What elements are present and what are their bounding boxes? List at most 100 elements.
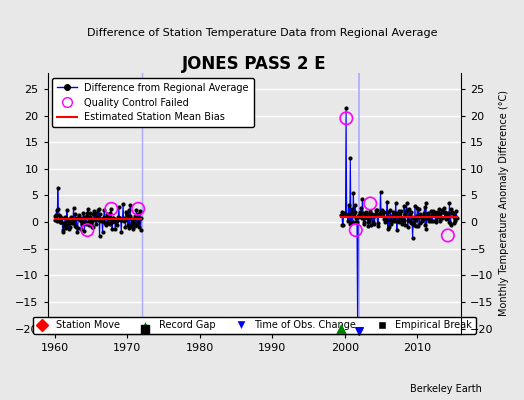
Point <box>387 213 395 220</box>
Point <box>116 217 125 223</box>
Point <box>119 218 128 224</box>
Point <box>383 199 391 205</box>
Point <box>112 219 120 225</box>
Point <box>373 222 381 229</box>
Point <box>451 213 459 220</box>
Point <box>449 210 457 216</box>
Point <box>366 200 375 207</box>
Point <box>378 206 386 213</box>
Point <box>121 216 129 223</box>
Point <box>53 218 61 224</box>
Point <box>443 213 452 219</box>
Point <box>406 211 414 217</box>
Point <box>354 214 363 220</box>
Point <box>353 219 361 226</box>
Point <box>57 219 66 226</box>
Point <box>418 213 427 220</box>
Point <box>384 209 392 216</box>
Point <box>97 218 105 224</box>
Point <box>78 221 86 227</box>
Point <box>398 221 406 228</box>
Point <box>398 216 407 222</box>
Point <box>84 206 92 212</box>
Point <box>363 214 372 220</box>
Point <box>355 212 363 218</box>
Point <box>450 214 458 220</box>
Point <box>367 212 376 219</box>
Point <box>412 216 420 223</box>
Point <box>341 212 349 218</box>
Point <box>60 220 68 226</box>
Point <box>400 202 408 209</box>
Point <box>83 210 92 216</box>
Point <box>111 218 119 224</box>
Point <box>91 217 99 223</box>
Point <box>392 226 401 233</box>
Point <box>363 210 371 217</box>
Point <box>113 217 122 224</box>
Point <box>105 210 114 216</box>
Point <box>100 207 108 213</box>
Point <box>428 218 436 224</box>
Point <box>344 218 352 224</box>
Point <box>61 214 69 221</box>
Point <box>390 213 399 220</box>
Point <box>123 211 132 218</box>
Point <box>386 217 394 223</box>
Point <box>444 210 452 216</box>
Point <box>383 213 391 220</box>
Point <box>106 221 115 227</box>
Point <box>444 232 452 239</box>
Point <box>344 202 353 208</box>
Point <box>355 212 364 218</box>
Point <box>339 222 347 228</box>
Point <box>52 212 60 218</box>
Point <box>107 206 115 212</box>
Point <box>51 217 60 224</box>
Point <box>395 219 403 225</box>
Point <box>442 212 451 218</box>
Point <box>122 209 130 215</box>
Point <box>446 221 455 228</box>
Point <box>432 209 441 215</box>
Point <box>352 218 361 225</box>
Point <box>132 222 140 228</box>
Point <box>436 210 444 216</box>
Point <box>399 217 407 223</box>
Point <box>391 200 400 206</box>
Point <box>134 206 143 212</box>
Point <box>64 216 72 222</box>
Point <box>127 222 135 229</box>
Point <box>81 219 90 225</box>
Point <box>93 206 102 213</box>
Point <box>357 204 365 211</box>
Point <box>87 219 95 226</box>
Point <box>439 208 447 215</box>
Point <box>395 208 403 214</box>
Point <box>105 216 113 222</box>
Point <box>368 211 376 218</box>
Point <box>69 204 78 211</box>
Point <box>75 212 83 218</box>
Point <box>375 210 383 217</box>
Point <box>417 212 425 219</box>
Point <box>414 223 422 229</box>
Point <box>70 216 78 223</box>
Point <box>376 189 385 195</box>
Point <box>347 208 356 215</box>
Point <box>99 229 107 235</box>
Point <box>446 220 454 226</box>
Point <box>361 210 369 217</box>
Point <box>348 219 357 225</box>
Point <box>361 215 369 222</box>
Point <box>380 209 388 215</box>
Point <box>370 213 378 220</box>
Point <box>89 211 97 218</box>
Point <box>117 228 125 235</box>
Point <box>69 220 77 226</box>
Point <box>435 206 443 212</box>
Point <box>430 212 438 218</box>
Point <box>390 212 398 219</box>
Point <box>360 220 368 227</box>
Point <box>121 224 129 230</box>
